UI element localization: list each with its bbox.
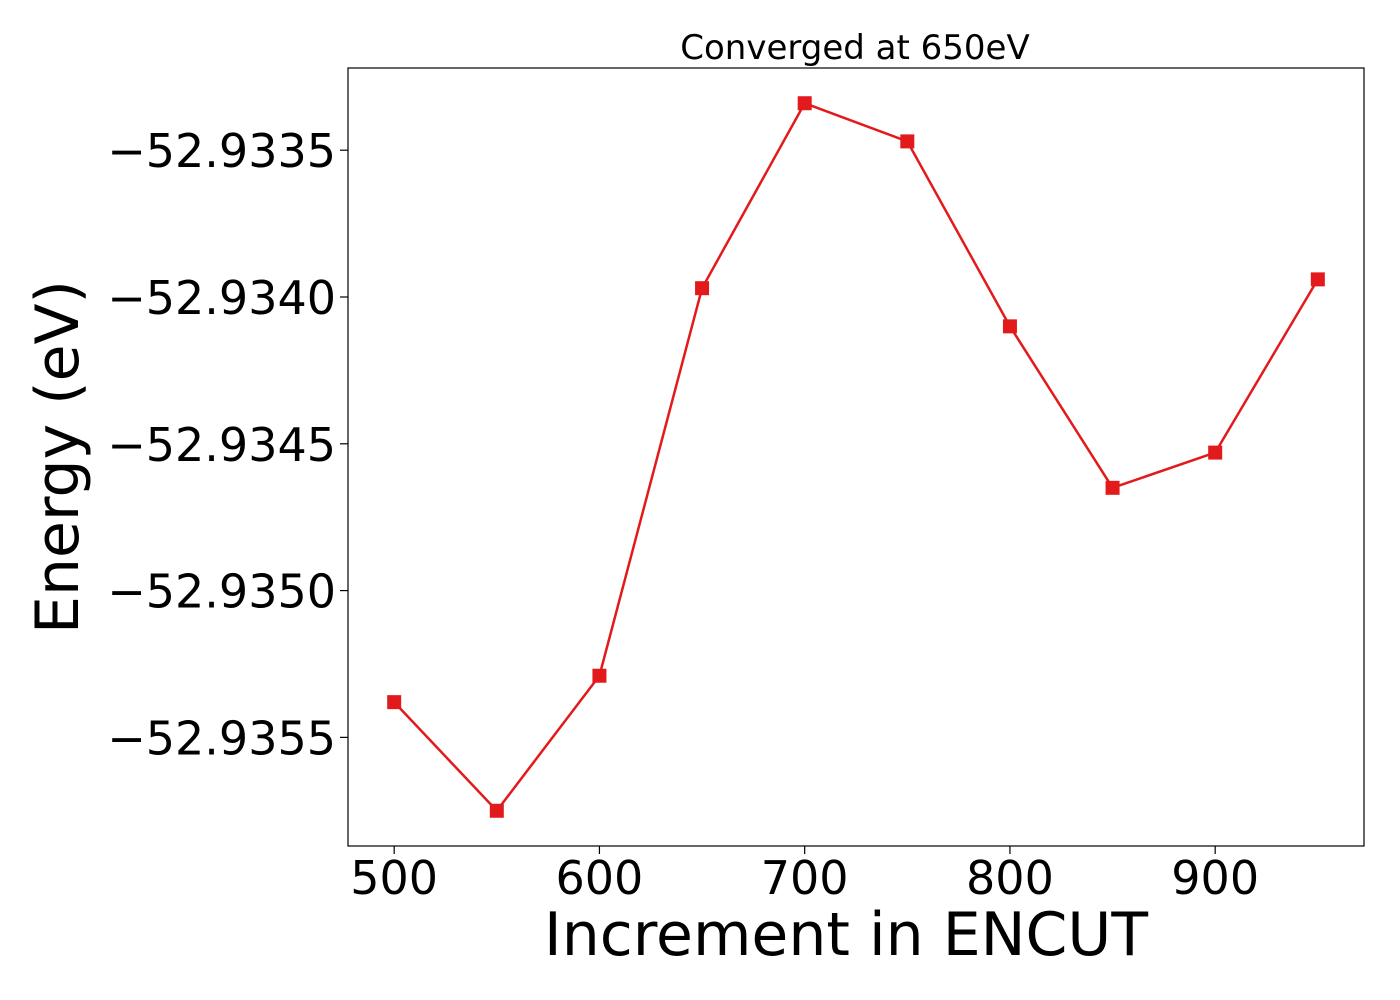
y-tick-label: −52.9345 xyxy=(107,418,336,472)
y-tick-label: −52.9335 xyxy=(107,124,336,178)
x-tick-label: 500 xyxy=(350,851,438,905)
data-point-marker xyxy=(1105,480,1120,495)
y-tick-label: −52.9340 xyxy=(107,271,336,325)
y-tick-label: −52.9350 xyxy=(107,565,336,619)
data-point-marker xyxy=(1310,272,1325,287)
x-tick-label: 800 xyxy=(966,851,1054,905)
x-tick-label: 700 xyxy=(761,851,849,905)
data-point-marker xyxy=(900,134,915,149)
chart-title: Converged at 650eV xyxy=(680,28,1029,68)
data-point-marker xyxy=(592,668,607,683)
x-axis: 500 600 700 800 900 xyxy=(350,846,1259,905)
x-tick-label: 600 xyxy=(556,851,644,905)
plot-area-frame xyxy=(347,67,1365,847)
x-axis-title: Increment in ENCUT xyxy=(544,900,1148,970)
y-axis-title: Energy (eV) xyxy=(23,280,93,634)
series-line xyxy=(393,101,1319,813)
data-point-marker xyxy=(695,281,710,296)
data-point-marker xyxy=(387,695,402,710)
data-point-marker xyxy=(797,96,812,111)
y-tick-label: −52.9355 xyxy=(107,711,336,765)
series-layer xyxy=(387,96,1325,818)
x-tick-label: 900 xyxy=(1171,851,1259,905)
data-point-marker xyxy=(1002,319,1017,334)
data-point-marker xyxy=(489,803,504,818)
data-point-marker xyxy=(1208,445,1223,460)
y-axis: −52.9355 −52.9350 −52.9345 −52.9340 −52.9335 xyxy=(107,124,348,765)
